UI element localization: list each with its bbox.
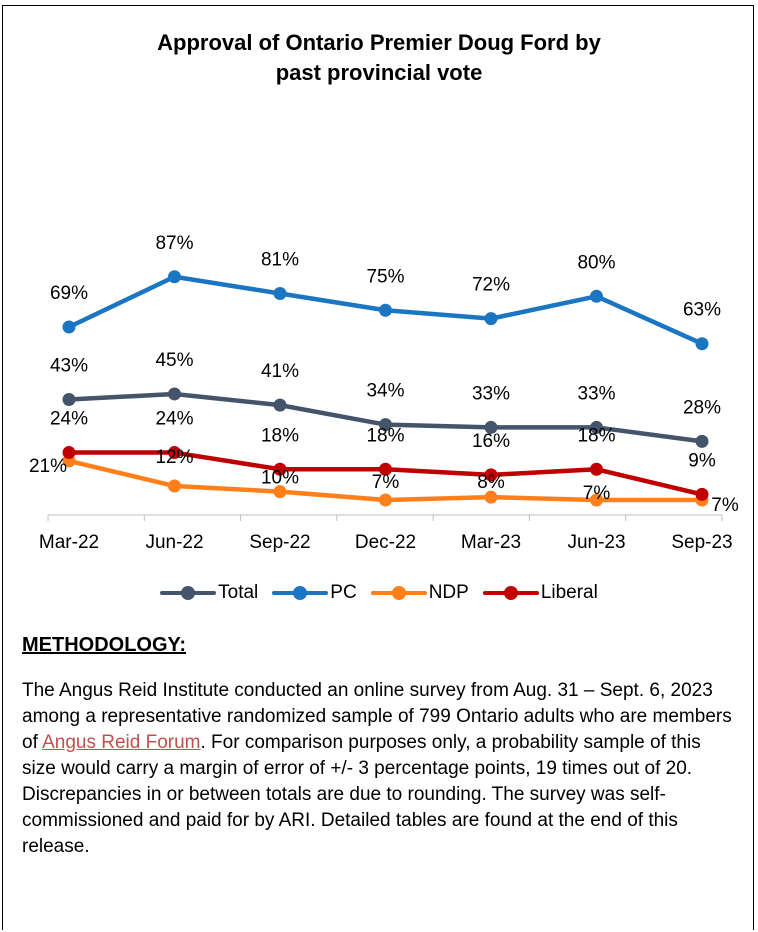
data-point-pc <box>62 320 76 334</box>
legend-item-pc: PC <box>272 582 357 604</box>
legend-swatch-total <box>160 583 217 603</box>
data-label-ndp: 8% <box>477 472 505 493</box>
data-label-pc: 80% <box>577 252 615 273</box>
data-label-total: 33% <box>577 383 615 404</box>
data-label-ndp: 12% <box>155 447 193 468</box>
data-point-ndp <box>590 493 603 507</box>
x-tick-label: Mar-22 <box>39 532 99 553</box>
legend-swatch-ndp <box>370 583 427 603</box>
data-label-total: 33% <box>472 383 510 404</box>
x-tick-label: Sep-23 <box>671 532 732 553</box>
chart-title: Approval of Ontario Premier Doug Ford by… <box>0 28 758 88</box>
data-label-ndp: 7% <box>372 472 400 493</box>
legend-swatch-dot <box>391 586 406 600</box>
chart-title-line2: past provincial vote <box>275 60 483 85</box>
x-tick-label: Jun-22 <box>145 532 203 553</box>
data-label-liberal: 9% <box>688 450 716 471</box>
data-label-total: 41% <box>261 361 299 382</box>
angus-reid-forum-link[interactable]: Angus Reid Forum <box>42 732 201 753</box>
data-point-pc <box>379 303 392 317</box>
data-point-liberal <box>590 462 603 476</box>
data-label-pc: 63% <box>683 300 721 321</box>
data-label-total: 28% <box>683 397 721 418</box>
legend-swatch-dot <box>181 586 196 600</box>
data-label-total: 43% <box>50 356 88 377</box>
data-point-ndp <box>273 485 287 499</box>
data-point-liberal <box>695 487 709 501</box>
data-point-pc <box>273 287 287 301</box>
data-point-total <box>695 434 709 448</box>
data-point-pc <box>484 312 498 326</box>
data-label-pc: 72% <box>472 275 510 296</box>
data-point-total <box>484 420 498 434</box>
methodology-heading: METHODOLOGY: <box>22 634 187 656</box>
data-point-total <box>379 418 392 432</box>
data-label-ndp: 7% <box>711 495 739 516</box>
data-label-ndp: 7% <box>583 483 611 504</box>
data-label-ndp: 10% <box>261 468 299 489</box>
chart-legend: Total PC NDP Liberal <box>0 578 758 608</box>
data-label-liberal: 24% <box>155 409 193 430</box>
data-point-pc <box>168 270 181 284</box>
data-point-total <box>590 420 603 434</box>
legend-swatch-pc <box>272 583 329 603</box>
data-label-pc: 81% <box>261 250 299 271</box>
legend-label: Liberal <box>540 582 598 603</box>
legend-item-ndp: NDP <box>370 582 469 604</box>
data-point-pc <box>590 289 603 303</box>
data-point-total <box>62 393 76 407</box>
data-label-pc: 87% <box>155 233 193 254</box>
data-point-liberal <box>62 446 76 460</box>
methodology-text-start: The Angus Reid Institute conducted an on… <box>22 680 732 753</box>
data-label-liberal: 18% <box>261 425 299 446</box>
x-tick-label: Dec-22 <box>355 532 416 553</box>
chart-frame <box>2 5 754 930</box>
data-label-liberal: 18% <box>577 425 615 446</box>
legend-swatch-dot <box>503 586 518 600</box>
data-point-ndp <box>379 493 392 507</box>
line-chart: Mar-22 Jun-22 Sep-22 Dec-22 Mar-23 Jun-23 Sep-… <box>29 233 739 553</box>
data-point-total <box>273 398 287 412</box>
data-point-liberal <box>484 468 498 482</box>
legend-swatch-dot <box>293 586 308 600</box>
x-tick-label: Sep-22 <box>249 532 310 553</box>
data-label-liberal: 16% <box>472 431 510 452</box>
chart-title-line1: Approval of Ontario Premier Doug Ford by <box>157 30 601 55</box>
legend-swatch-liberal <box>482 583 539 603</box>
data-label-pc: 69% <box>50 283 88 304</box>
data-point-ndp <box>484 490 498 504</box>
data-label-total: 45% <box>155 350 193 371</box>
legend-label: PC <box>330 582 357 603</box>
legend-item-total: Total <box>160 582 258 604</box>
x-tick-label: Mar-23 <box>461 532 521 553</box>
legend-label: NDP <box>428 582 469 603</box>
legend-item-liberal: Liberal <box>482 582 598 604</box>
data-point-total <box>168 387 181 401</box>
data-point-pc <box>695 337 709 351</box>
methodology-section: METHODOLOGY: The Angus Reid Institute co… <box>22 632 736 860</box>
data-label-ndp: 21% <box>29 456 67 477</box>
data-point-liberal <box>379 462 392 476</box>
data-label-liberal: 18% <box>366 425 404 446</box>
data-point-liberal <box>168 446 181 460</box>
legend-label: Total <box>218 582 259 603</box>
data-label-liberal: 24% <box>50 409 88 430</box>
data-point-ndp <box>168 479 181 493</box>
x-tick-label: Jun-23 <box>567 532 625 553</box>
data-label-pc: 75% <box>366 266 404 287</box>
data-label-total: 34% <box>366 381 404 402</box>
methodology-text-end: . For comparison purposes only, a probab… <box>22 732 701 857</box>
data-point-liberal <box>273 462 287 476</box>
methodology-text: The Angus Reid Institute conducted an on… <box>22 678 736 860</box>
